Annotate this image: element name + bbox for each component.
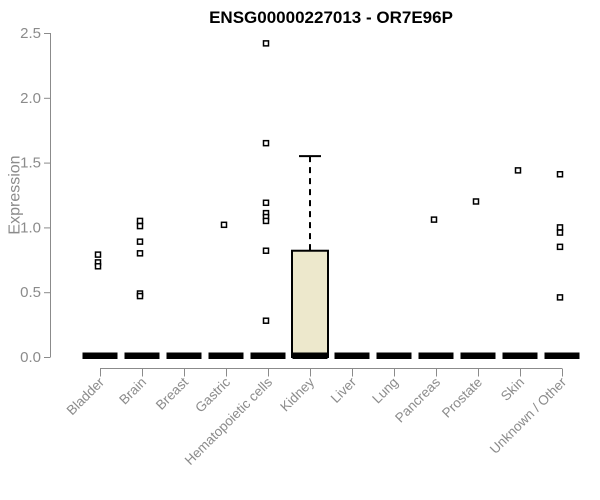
median-bar: [292, 352, 328, 359]
median-bar: [376, 352, 412, 359]
median-bar: [502, 352, 538, 359]
outlier-point: [556, 229, 564, 236]
outlier-point: [220, 221, 228, 229]
y-axis-label: Expression: [7, 155, 24, 235]
x-tick-label: Lung: [369, 375, 401, 407]
outlier-point: [556, 224, 564, 231]
x-tick-label: Unknown / Other: [487, 374, 570, 457]
outlier-point: [556, 243, 564, 251]
outlier-point: [262, 317, 270, 324]
outlier-point: [262, 139, 270, 147]
median-bar: [166, 352, 202, 359]
y-tick-label: 2.5: [20, 25, 41, 42]
outlier-point: [472, 198, 480, 205]
outlier-point: [94, 263, 102, 270]
outlier-point: [136, 250, 144, 257]
x-tick-label: Gastric: [192, 374, 233, 415]
x-tick-label: Brain: [116, 375, 149, 408]
x-tick-label: Skin: [498, 375, 527, 404]
outlier-point: [556, 294, 564, 301]
y-tick-label: 1.5: [20, 155, 41, 172]
x-tick-label: Pancreas: [392, 374, 443, 425]
y-axis-label-container: Expression: [4, 33, 28, 357]
median-bar: [250, 352, 286, 359]
median-bar: [334, 352, 370, 359]
x-tick-label: Prostate: [439, 375, 485, 421]
chart-title: ENSG00000227013 - OR7E96P: [209, 8, 453, 27]
median-bar: [460, 352, 496, 359]
outlier-point: [262, 247, 270, 254]
x-tick-label: Liver: [328, 374, 360, 406]
y-tick-label: 1.0: [20, 219, 41, 236]
median-bar: [544, 352, 580, 359]
outlier-point: [136, 217, 144, 225]
median-bar: [208, 352, 244, 359]
outlier-point: [94, 251, 102, 258]
median-bar: [418, 352, 454, 359]
y-tick-label: 0.0: [20, 349, 41, 366]
box: [291, 249, 329, 358]
outlier-point: [136, 238, 144, 245]
outlier-point: [262, 199, 270, 207]
median-bar: [82, 352, 118, 359]
outlier-point: [136, 222, 144, 230]
x-tick-label: Bladder: [64, 374, 108, 418]
outlier-point: [262, 217, 270, 225]
outlier-point: [556, 171, 564, 178]
outlier-point: [136, 292, 144, 300]
x-tick-label: Kidney: [277, 374, 317, 414]
outlier-point: [430, 216, 438, 223]
outlier-point: [514, 167, 522, 174]
y-tick-label: 2.0: [20, 90, 41, 107]
y-tick-label: 0.5: [20, 284, 41, 301]
median-bar: [124, 352, 160, 359]
outlier-point: [262, 40, 270, 47]
x-tick-label: Breast: [153, 374, 191, 412]
